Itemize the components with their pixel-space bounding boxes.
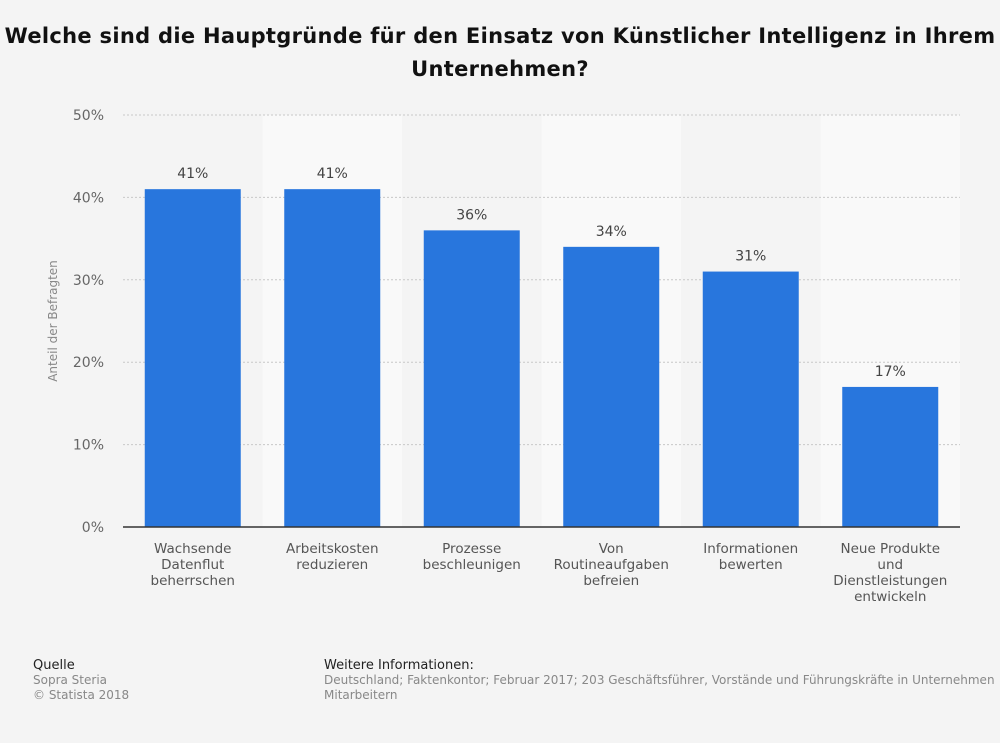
x-tick-label: Informationen bewerten <box>703 541 798 573</box>
x-tick-label: Prozesse beschleunigen <box>423 541 521 573</box>
info-line-1: Deutschland; Faktenkontor; Februar 2017;… <box>324 673 995 687</box>
data-label: 17% <box>875 364 906 380</box>
data-label: 34% <box>596 224 627 240</box>
source-block: Quelle Sopra Steria © Statista 2018 <box>33 658 129 703</box>
source-text[interactable]: Sopra Steria <box>33 673 108 687</box>
bar <box>563 246 660 527</box>
info-line-2: Mitarbeitern <box>324 688 398 702</box>
y-tick-label: 0% <box>82 520 104 536</box>
bar <box>842 386 939 527</box>
y-axis-label: Anteil der Befragten <box>46 260 60 382</box>
data-label: 41% <box>177 166 208 182</box>
y-tick-label: 50% <box>73 108 104 124</box>
x-tick-label: Neue Produkte und Dienstleistungen entwicke… <box>833 541 947 605</box>
copyright: © Statista 2018 <box>33 688 130 702</box>
x-tick-label: Von Routineaufgaben befreien <box>554 541 669 589</box>
data-label: 36% <box>456 207 487 223</box>
y-tick-label: 30% <box>73 273 104 289</box>
chart-title: Welche sind die Hauptgründe für den Eins… <box>4 24 996 81</box>
x-tick-label: Wachsende Datenflut beherrschen <box>151 541 235 589</box>
info-heading: Weitere Informationen: <box>324 658 474 673</box>
bar <box>144 189 241 527</box>
data-label: 31% <box>735 249 766 265</box>
y-tick-label: 40% <box>73 190 104 206</box>
info-block: Weitere Informationen: Deutschland; Fakt… <box>324 658 1000 703</box>
bar <box>702 271 799 527</box>
bar-chart: 0% 10% 20% 30% 40% 50% Anteil der Befragten 41%… <box>46 108 960 605</box>
source-heading: Quelle <box>33 658 75 673</box>
y-tick-label: 20% <box>73 355 104 371</box>
y-tick-label: 10% <box>73 438 104 454</box>
x-tick-label: Arbeitskosten reduzieren <box>286 541 379 573</box>
bar <box>423 230 520 528</box>
bar <box>284 189 381 527</box>
data-label: 41% <box>317 166 348 182</box>
